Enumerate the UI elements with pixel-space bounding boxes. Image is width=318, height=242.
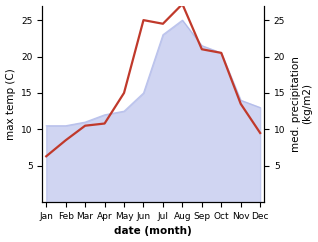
Y-axis label: med. precipitation
(kg/m2): med. precipitation (kg/m2): [291, 56, 313, 152]
X-axis label: date (month): date (month): [114, 227, 192, 236]
Y-axis label: max temp (C): max temp (C): [5, 68, 16, 140]
